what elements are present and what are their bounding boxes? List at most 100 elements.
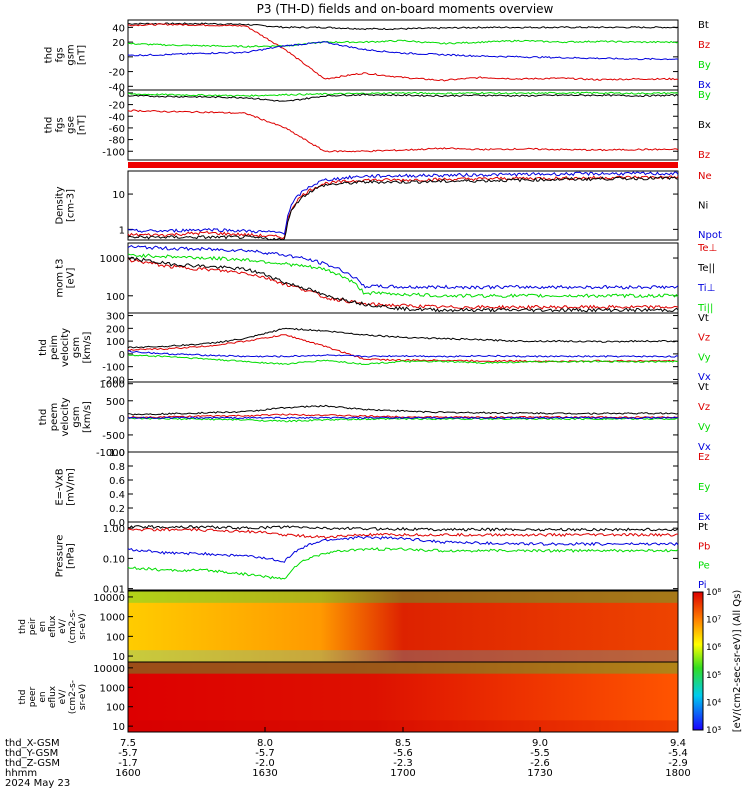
series-Pe: [127, 547, 679, 580]
ytick-label: 20: [112, 38, 125, 49]
legend-Bt: Bt: [698, 20, 709, 31]
spectrogram-peir: 10 100 1000 10000 thd peir en eflux eV/(cm2-s-sr…: [18, 590, 679, 663]
ylabel-line: thd: [38, 339, 49, 356]
ylabel-line: thd: [18, 619, 28, 634]
orbit-value: 1600: [115, 768, 140, 779]
orbit-value: 8.5: [395, 738, 411, 749]
ytick-label: 10: [112, 652, 125, 663]
ytick-label: -1000: [96, 448, 125, 459]
ytick-label: 10: [112, 190, 125, 201]
legend-Ti⊥: Ti⊥: [697, 283, 715, 294]
panel-frame: [127, 451, 679, 523]
ytick-label: 1.00: [103, 524, 125, 535]
series-Vy: [127, 354, 679, 366]
legend-Te⊥: Te⊥: [697, 243, 717, 254]
ytick-label: 0.01: [103, 585, 125, 596]
orbit-value: 9.4: [670, 738, 686, 749]
panel-pressure: 0.01 0.10 1.00 Pressure [nPa] Pt Pb Pe Pi: [55, 521, 710, 596]
series-Ti⊥: [127, 245, 679, 290]
ylabel-line: [nPa]: [66, 543, 77, 569]
ylabel-line: peem: [49, 403, 60, 431]
ytick-label: -100: [102, 147, 125, 158]
colorbar-tick: 10⁵: [706, 671, 721, 681]
legend-Vz: Vz: [698, 333, 710, 344]
ylabel-line: sr-eV): [78, 613, 88, 639]
series-Ti||: [127, 253, 679, 299]
ytick-label: 1000: [100, 683, 125, 694]
spectrogram-band: [128, 591, 678, 603]
series-By: [127, 39, 679, 48]
ytick-label: 1000: [100, 380, 125, 391]
orbit-value: -1.7: [118, 758, 138, 769]
legend-Vx: Vx: [698, 372, 711, 383]
spectrogram-band: [128, 662, 678, 674]
orbit-row-label: thd_Z-GSM: [5, 758, 60, 769]
panel-temp: 100 1000 mom t3 [eV] Te⊥ Te|| Ti⊥ Ti||: [55, 242, 717, 314]
series-Vt: [127, 404, 679, 416]
ytick-label: 40: [112, 23, 125, 34]
legend-By: By: [698, 90, 711, 101]
ytick-label: 0.10: [103, 554, 125, 565]
colorbar-fill: [692, 591, 704, 731]
ylabel-line: gsm: [71, 406, 82, 427]
ytick-label: 0.2: [109, 504, 125, 515]
ytick-label: 1000: [100, 254, 125, 265]
spectrogram-band: [128, 720, 678, 732]
legend-Pe: Pe: [698, 561, 710, 572]
orbit-value: 7.5: [120, 738, 136, 749]
legend-Bz: Bz: [698, 40, 710, 51]
ytick-label: 0: [119, 350, 125, 361]
legend-Bx: Bx: [698, 120, 711, 131]
colorbar: 10³ 10⁴ 10⁵ 10⁶ 10⁷ 10⁸ [eV/(cm2-sec-sr-eV)] (…: [692, 588, 743, 736]
legend-Ne: Ne: [698, 171, 712, 182]
series-Vx: [127, 350, 679, 358]
orbit-value: -2.6: [530, 758, 550, 769]
spectrogram-band: [128, 638, 678, 650]
series-Vz: [127, 334, 679, 363]
panel-frame: [127, 242, 679, 314]
ytick-label: 0.4: [109, 490, 125, 501]
ylabel-line: [mV/m]: [66, 468, 77, 506]
legend-Vy: Vy: [698, 352, 711, 363]
ytick-label: -40: [109, 82, 125, 93]
ephemeris-bar: [128, 162, 678, 168]
panel-fgs_gsm: -40 -20 0 20 40 thd fgs gsm [nT] Bt Bz By Bx: [44, 19, 711, 93]
ytick-label: -200: [102, 375, 125, 386]
ylabel-line: thd: [44, 47, 55, 64]
ylabel-line: peer: [28, 686, 38, 707]
legend-Ti||: Ti||: [697, 303, 713, 314]
ylabel-line: fgs: [55, 47, 66, 62]
orbit-value: -5.7: [255, 748, 275, 759]
legend-Bz: Bz: [698, 150, 710, 161]
legend-Vt: Vt: [698, 313, 709, 324]
orbit-row-label: hhmm: [5, 768, 37, 779]
colorbar-tick: 10⁴: [706, 698, 721, 708]
ytick-label: 10000: [93, 593, 125, 604]
orbit-value: 1630: [252, 768, 277, 779]
orbit-value: 8.0: [257, 738, 273, 749]
orbit-row-label: thd_X-GSM: [5, 738, 60, 749]
orbit-value: -5.5: [530, 748, 550, 759]
legend-Pb: Pb: [698, 541, 710, 552]
orbit-value: 9.0: [532, 738, 548, 749]
legend-Te||: Te||: [697, 263, 715, 274]
ylabel-line: (cm2-s-: [68, 609, 78, 643]
ytick-label: 10000: [93, 664, 125, 675]
ytick-label: 100: [106, 703, 125, 714]
legend-Vy: Vy: [698, 422, 711, 433]
legend-Ey: Ey: [698, 482, 710, 493]
ylabel-line: [km/s]: [82, 401, 93, 433]
ytick-label: 0.6: [109, 476, 125, 487]
ylabel-line: peir: [28, 617, 38, 635]
ylabel-line: gse: [66, 116, 77, 134]
ytick-label: -60: [109, 124, 125, 135]
legend-Npot: Npot: [698, 230, 722, 241]
legend-Pt: Pt: [698, 522, 708, 533]
ylabel-line: eV/: [58, 689, 68, 705]
series-Pb: [128, 527, 678, 540]
legend-Ni: Ni: [698, 201, 708, 212]
ylabel-line: E=-VxB: [55, 468, 66, 505]
